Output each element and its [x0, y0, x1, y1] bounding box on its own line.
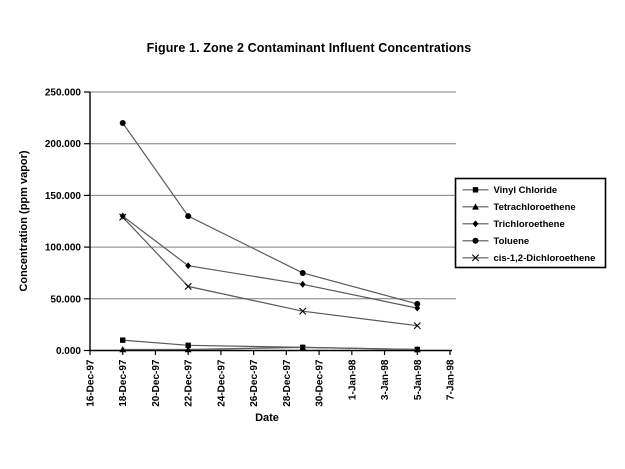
- legend-marker-icon: [472, 237, 479, 244]
- data-point-marker: [184, 346, 192, 353]
- x-axis-tick-label: 16-Dec-97: [86, 359, 97, 407]
- y-axis-tick-label: 100.000: [45, 243, 82, 254]
- legend-item-label: cis-1,2-Dichloroethene: [494, 253, 596, 264]
- x-axis-tick-label: 7-Jan-98: [446, 359, 457, 400]
- x-axis-tick-label: 18-Dec-97: [118, 359, 129, 407]
- data-point-marker: [299, 280, 306, 288]
- legend-item-label: Vinyl Chloride: [494, 185, 558, 196]
- y-axis-tick-label: 150.000: [45, 191, 82, 202]
- series-line-cis-1-2-dichloroethene: [122, 216, 418, 327]
- data-point-marker: [119, 346, 127, 353]
- x-axis-tick-label: 3-Jan-98: [380, 359, 391, 400]
- data-point-marker: [184, 282, 192, 290]
- data-point-marker: [299, 307, 307, 315]
- x-axis-tick-label: 5-Jan-98: [413, 359, 424, 400]
- x-axis-tick-label: 22-Dec-97: [184, 359, 195, 407]
- data-point-marker: [299, 269, 306, 276]
- legend-item-label: Tetrachloroethene: [494, 202, 576, 213]
- legend-item-label: Trichloroethene: [494, 219, 565, 230]
- y-axis-tick-label: 250.000: [45, 88, 82, 99]
- x-axis-tick-label: 1-Jan-98: [347, 359, 358, 400]
- legend-box: [454, 177, 607, 269]
- legend-item-label: Toluene: [494, 236, 530, 247]
- data-point-marker: [185, 262, 192, 270]
- data-point-marker: [414, 300, 421, 307]
- y-axis-tick-label: 50.000: [50, 294, 81, 305]
- data-point-marker: [299, 343, 307, 351]
- data-point-marker: [119, 213, 127, 221]
- series-line-trichloroethene: [122, 215, 418, 309]
- legend-marker-icon: [472, 220, 479, 228]
- data-point-marker: [185, 342, 191, 349]
- x-axis-tick-label: 26-Dec-97: [249, 359, 260, 407]
- x-axis-tick-label: 30-Dec-97: [315, 359, 326, 407]
- y-axis-tick-label: 0.000: [56, 346, 81, 357]
- legend-marker-icon: [472, 187, 479, 193]
- chart-title: Figure 1. Zone 2 Contaminant Influent Co…: [146, 41, 472, 55]
- data-point-marker: [119, 120, 126, 127]
- series-line-toluene: [122, 122, 418, 305]
- x-axis-title: Date: [255, 412, 279, 424]
- x-axis-tick-label: 24-Dec-97: [216, 359, 227, 407]
- data-point-marker: [413, 322, 421, 330]
- data-point-marker: [413, 346, 421, 353]
- x-axis-tick-label: 28-Dec-97: [282, 359, 293, 407]
- series-line-tetrachloroethene: [122, 346, 418, 351]
- legend-marker-icon: [471, 254, 480, 262]
- y-axis-tick-label: 200.000: [45, 139, 82, 150]
- legend-marker-icon: [472, 203, 479, 210]
- data-point-marker: [185, 213, 192, 220]
- data-point-marker: [119, 212, 126, 220]
- x-axis-tick-label: 20-Dec-97: [151, 359, 162, 407]
- data-point-marker: [120, 337, 126, 343]
